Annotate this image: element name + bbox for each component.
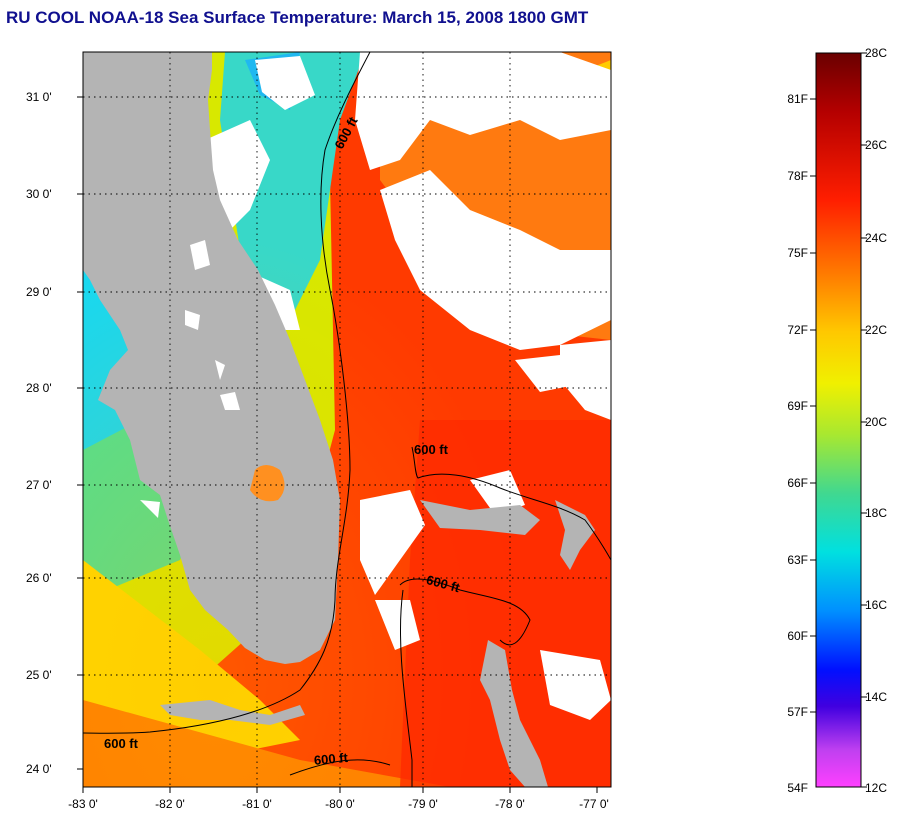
- contour-label: 600 ft: [414, 442, 449, 457]
- celsius-label: 16C: [865, 598, 887, 612]
- longitude-label: -77 0': [579, 797, 609, 811]
- fahrenheit-label: 72F: [787, 323, 808, 337]
- longitude-labels: -83 0' -82 0' -81 0' -80 0' -79 0' -78 0…: [68, 797, 609, 811]
- latitude-label: 26 0': [26, 571, 52, 585]
- longitude-label: -80 0': [325, 797, 355, 811]
- lake-okeechobee: [250, 465, 285, 502]
- fahrenheit-label: 75F: [787, 246, 808, 260]
- latitude-label: 30 0': [26, 187, 52, 201]
- longitude-label: -78 0': [495, 797, 525, 811]
- map-ticks: [77, 96, 598, 793]
- depth-contour-600ft: [83, 52, 611, 787]
- graticule: [83, 52, 611, 787]
- celsius-label: 14C: [865, 690, 887, 704]
- fahrenheit-label: 60F: [787, 629, 808, 643]
- colorbar-ticks: [810, 52, 867, 788]
- florida-peninsula: [83, 52, 340, 664]
- colorbar: [815, 52, 862, 788]
- fahrenheit-label: 63F: [787, 553, 808, 567]
- abaco-island: [555, 500, 595, 570]
- contour-label: 600 ft: [313, 750, 349, 768]
- longitude-label: -83 0': [68, 797, 98, 811]
- longitude-label: -81 0': [242, 797, 272, 811]
- fahrenheit-label: 54F: [787, 781, 808, 795]
- fahrenheit-label: 69F: [787, 399, 808, 413]
- latitude-label: 31 0': [26, 90, 52, 104]
- celsius-label: 18C: [865, 506, 887, 520]
- contour-label: 600 ft: [104, 736, 139, 751]
- latitude-label: 29 0': [26, 285, 52, 299]
- fahrenheit-label: 81F: [787, 92, 808, 106]
- map-image: [83, 52, 611, 787]
- andros-island: [480, 640, 548, 787]
- latitude-labels: 24 0' 25 0' 26 0' 27 0' 28 0' 29 0' 30 0…: [26, 90, 52, 776]
- fahrenheit-labels: 81F 78F 75F 72F 69F 66F 63F 60F 57F 54F: [787, 92, 808, 795]
- celsius-label: 12C: [865, 781, 887, 795]
- map-frame: [82, 51, 612, 788]
- latitude-label: 28 0': [26, 381, 52, 395]
- latitude-label: 25 0': [26, 668, 52, 682]
- celsius-label: 22C: [865, 323, 887, 337]
- color-scale-legend: 81F 78F 75F 72F 69F 66F 63F 60F 57F 54F …: [787, 46, 887, 795]
- celsius-labels: 28C 26C 24C 22C 20C 18C 16C 14C 12C: [865, 46, 887, 795]
- longitude-label: -79 0': [408, 797, 438, 811]
- celsius-label: 26C: [865, 138, 887, 152]
- cloud-mask: [205, 52, 611, 720]
- fahrenheit-label: 78F: [787, 169, 808, 183]
- fahrenheit-label: 66F: [787, 476, 808, 490]
- florida-keys: [160, 700, 305, 725]
- celsius-label: 28C: [865, 46, 887, 60]
- fahrenheit-label: 57F: [787, 705, 808, 719]
- inland-cloud-gaps: [140, 240, 240, 518]
- longitude-label: -82 0': [155, 797, 185, 811]
- celsius-label: 24C: [865, 231, 887, 245]
- latitude-label: 24 0': [26, 762, 52, 776]
- page-title: RU COOL NOAA-18 Sea Surface Temperature:…: [6, 8, 589, 27]
- latitude-label: 27 0': [26, 478, 52, 492]
- celsius-label: 20C: [865, 415, 887, 429]
